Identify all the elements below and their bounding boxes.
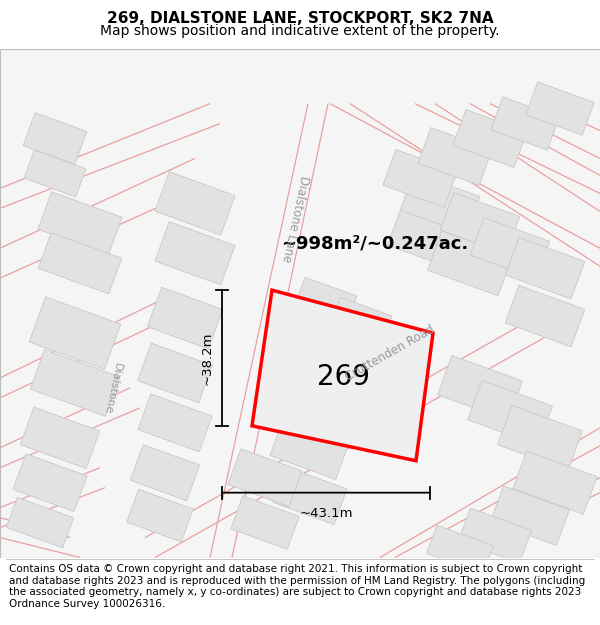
Polygon shape: [440, 192, 520, 254]
Polygon shape: [513, 451, 597, 514]
Polygon shape: [293, 278, 357, 329]
Polygon shape: [428, 231, 512, 296]
Polygon shape: [470, 217, 550, 279]
Polygon shape: [388, 206, 472, 271]
Text: 269: 269: [317, 364, 370, 391]
Polygon shape: [137, 343, 212, 402]
Polygon shape: [505, 238, 585, 299]
Polygon shape: [293, 328, 357, 379]
Polygon shape: [228, 449, 302, 507]
Text: 269, DIALSTONE LANE, STOCKPORT, SK2 7NA: 269, DIALSTONE LANE, STOCKPORT, SK2 7NA: [107, 11, 493, 26]
Polygon shape: [427, 525, 493, 574]
Text: ~43.1m: ~43.1m: [299, 507, 353, 519]
Text: Map shows position and indicative extent of the property.: Map shows position and indicative extent…: [100, 24, 500, 38]
Polygon shape: [437, 356, 523, 421]
Polygon shape: [155, 222, 235, 285]
Polygon shape: [38, 232, 122, 294]
Polygon shape: [273, 467, 347, 524]
Polygon shape: [24, 150, 86, 197]
Polygon shape: [23, 112, 87, 164]
Polygon shape: [497, 406, 583, 470]
Polygon shape: [147, 288, 223, 349]
Polygon shape: [29, 297, 121, 369]
Polygon shape: [458, 508, 532, 563]
Polygon shape: [328, 342, 392, 394]
Polygon shape: [155, 172, 235, 235]
Polygon shape: [491, 97, 559, 150]
Polygon shape: [270, 416, 350, 479]
Polygon shape: [328, 298, 392, 349]
Text: Cruttenden Road: Cruttenden Road: [343, 322, 437, 383]
Text: Dialstone Lane: Dialstone Lane: [280, 174, 311, 262]
Polygon shape: [130, 444, 200, 501]
Polygon shape: [30, 349, 120, 416]
Polygon shape: [453, 109, 527, 168]
Polygon shape: [400, 173, 480, 234]
Polygon shape: [252, 290, 433, 461]
Polygon shape: [467, 381, 553, 446]
Text: ~998m²/~0.247ac.: ~998m²/~0.247ac.: [281, 234, 469, 253]
Polygon shape: [7, 498, 74, 548]
Polygon shape: [418, 127, 492, 186]
Text: ~38.2m: ~38.2m: [201, 331, 214, 385]
Polygon shape: [231, 496, 299, 549]
Polygon shape: [127, 489, 193, 542]
Polygon shape: [505, 286, 585, 347]
Text: Contains OS data © Crown copyright and database right 2021. This information is : Contains OS data © Crown copyright and d…: [9, 564, 585, 609]
Polygon shape: [13, 454, 87, 512]
Polygon shape: [38, 192, 122, 255]
Polygon shape: [491, 486, 569, 546]
Polygon shape: [383, 149, 457, 208]
Text: Dialstone: Dialstone: [101, 361, 122, 414]
Polygon shape: [526, 82, 594, 135]
Polygon shape: [138, 394, 212, 452]
Polygon shape: [20, 407, 100, 469]
